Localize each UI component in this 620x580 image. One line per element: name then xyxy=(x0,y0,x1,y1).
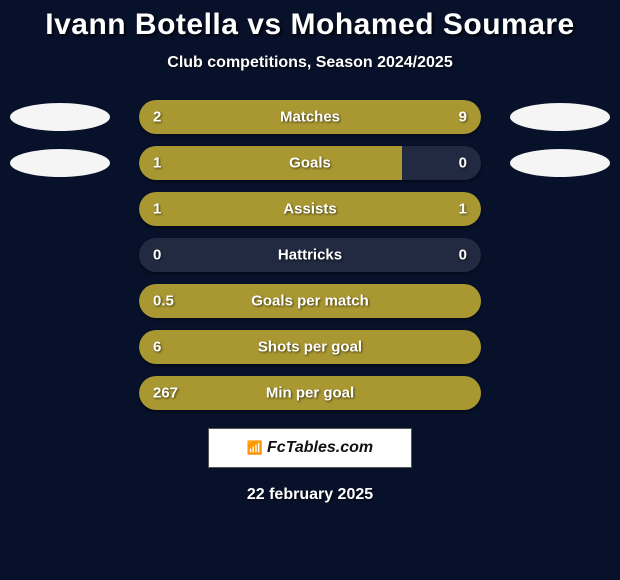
stats-list: 2 9 Matches 1 0 Goals 1 1 Assists 0 0 Hattricks 0.5 G… xyxy=(0,100,620,410)
player1-value: 2 xyxy=(153,109,161,126)
player1-value: 1 xyxy=(153,201,161,218)
player2-value: 9 xyxy=(459,109,467,126)
player2-name: Mohamed Soumare xyxy=(291,8,575,41)
player1-value: 0 xyxy=(153,247,161,264)
stat-label: Shots per goal xyxy=(258,339,362,356)
player2-bar-fill xyxy=(201,100,481,134)
stat-bar-track: 0.5 Goals per match xyxy=(139,284,481,318)
stat-bar-track: 1 0 Goals xyxy=(139,146,481,180)
vs-text: vs xyxy=(247,8,281,41)
chart-icon: 📶 xyxy=(247,441,263,456)
player1-value: 267 xyxy=(153,385,178,402)
player1-value: 0.5 xyxy=(153,293,174,310)
stat-bar-track: 1 1 Assists xyxy=(139,192,481,226)
branding-text: FcTables.com xyxy=(267,439,373,457)
stat-row: 0 0 Hattricks xyxy=(0,238,620,272)
player2-value: 1 xyxy=(459,201,467,218)
stat-label: Goals per match xyxy=(251,293,369,310)
stat-bar-track: 2 9 Matches xyxy=(139,100,481,134)
footer-date: 22 february 2025 xyxy=(0,486,620,504)
stat-row: 1 0 Goals xyxy=(0,146,620,180)
player2-value: 0 xyxy=(459,155,467,172)
player2-avatar xyxy=(510,149,610,177)
player1-avatar xyxy=(10,103,110,131)
comparison-infographic: Ivann Botella vs Mohamed Soumare Club co… xyxy=(0,0,620,580)
player1-bar-fill xyxy=(139,100,201,134)
stat-label: Matches xyxy=(280,109,340,126)
player2-avatar xyxy=(510,103,610,131)
branding-badge: 📶 FcTables.com xyxy=(208,428,412,468)
stat-row: 6 Shots per goal xyxy=(0,330,620,364)
player1-value: 1 xyxy=(153,155,161,172)
stat-label: Hattricks xyxy=(278,247,342,264)
page-title: Ivann Botella vs Mohamed Soumare xyxy=(0,8,620,42)
stat-bar-track: 0 0 Hattricks xyxy=(139,238,481,272)
stat-bar-track: 267 Min per goal xyxy=(139,376,481,410)
stat-bar-track: 6 Shots per goal xyxy=(139,330,481,364)
player2-value: 0 xyxy=(459,247,467,264)
stat-row: 267 Min per goal xyxy=(0,376,620,410)
player1-bar-fill xyxy=(139,146,402,180)
player1-value: 6 xyxy=(153,339,161,356)
player1-name: Ivann Botella xyxy=(45,8,238,41)
stat-row: 1 1 Assists xyxy=(0,192,620,226)
stat-label: Min per goal xyxy=(266,385,354,402)
stat-row: 0.5 Goals per match xyxy=(0,284,620,318)
subtitle: Club competitions, Season 2024/2025 xyxy=(0,54,620,72)
stat-label: Goals xyxy=(289,155,331,172)
player1-avatar xyxy=(10,149,110,177)
stat-label: Assists xyxy=(283,201,336,218)
stat-row: 2 9 Matches xyxy=(0,100,620,134)
